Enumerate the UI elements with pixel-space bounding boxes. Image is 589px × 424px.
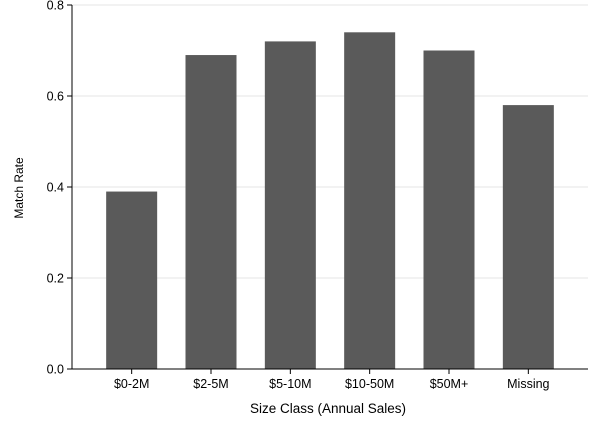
bar xyxy=(106,191,158,369)
bar xyxy=(423,50,475,369)
x-tick-label: $50M+ xyxy=(430,377,469,391)
x-tick-label: $10-50M xyxy=(345,377,394,391)
x-tick-label: Missing xyxy=(507,377,549,391)
bars xyxy=(106,32,554,370)
y-tick-labels: 0.0 0.2 0.4 0.6 0.8 xyxy=(47,0,64,377)
bar xyxy=(344,32,396,370)
gridlines xyxy=(72,4,588,279)
bar xyxy=(185,55,237,370)
y-tick-label: 0.6 xyxy=(47,90,64,104)
y-tick-label: 0.8 xyxy=(47,0,64,13)
y-tick-label: 0.2 xyxy=(47,272,64,286)
axes xyxy=(67,4,588,374)
x-tick-labels: $0-2M $2-5M $5-10M $10-50M $50M+ Missing xyxy=(114,377,550,391)
y-tick-label: 0.4 xyxy=(47,181,64,195)
bar xyxy=(502,105,554,369)
y-axis-title: Match Rate xyxy=(12,157,26,219)
x-tick-label: $0-2M xyxy=(114,377,149,391)
bar xyxy=(264,41,316,370)
y-tick-label: 0.0 xyxy=(47,363,64,377)
x-axis-title: Size Class (Annual Sales) xyxy=(250,401,406,416)
x-tick-label: $2-5M xyxy=(193,377,228,391)
x-tick-label: $5-10M xyxy=(269,377,311,391)
